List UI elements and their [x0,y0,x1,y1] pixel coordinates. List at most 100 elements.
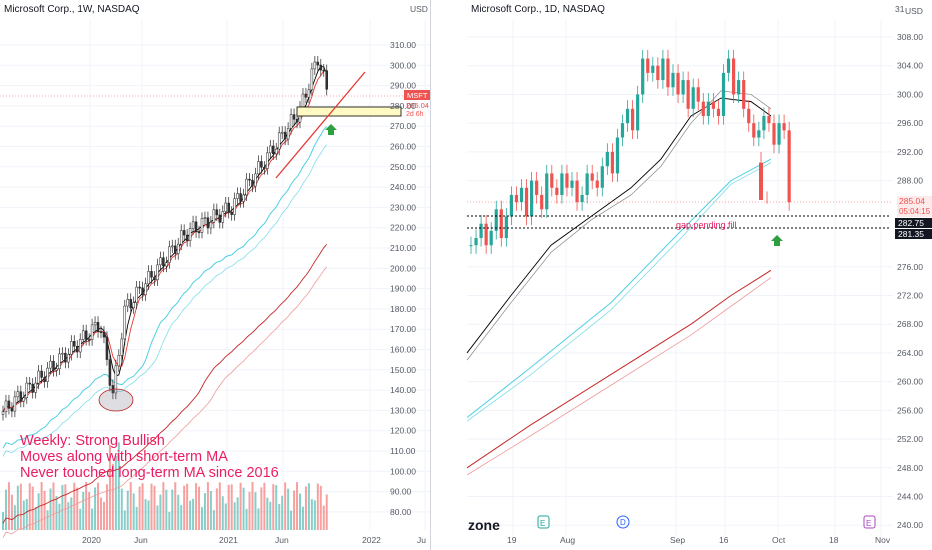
weekly-volume-bar [43,490,46,530]
weekly-volume-bar [254,492,257,530]
daily-candle-body [726,58,731,73]
weekly-volume-bar [162,482,165,530]
weekly-candles [1,55,328,421]
weekly-volume-bar [304,486,307,530]
weekly-volume-bar [52,482,55,530]
daily-candle-body [530,180,534,217]
weekly-volume-bar [28,483,31,530]
weekly-volume-bar [138,486,141,530]
daily-level-lower-tag: 281.35 [898,229,924,239]
daily-candle-body [625,108,630,124]
weekly-candle-body [322,69,326,72]
weekly-volume-bar [301,506,304,530]
weekly-candle-body [141,287,144,296]
daily-candle-body [742,80,746,109]
daily-candle-body [641,58,645,95]
weekly-candle-body [19,391,23,402]
weekly-candle-body [233,198,236,215]
weekly-candle-body [7,400,11,409]
weekly-volume-bar [284,482,287,530]
weekly-candle-body [4,400,8,412]
weekly-volume-bar [150,483,153,530]
weekly-volume-bar [242,487,245,530]
daily-events[interactable]: E D E [537,515,876,529]
weekly-candle-body [159,257,162,266]
weekly-y-tick: 200.00 [390,263,416,273]
weekly-volume-bar [31,486,34,530]
weekly-candle-body [206,217,210,229]
weekly-volume-bar [248,491,251,530]
weekly-candle-body [73,341,76,347]
weekly-candle-body [286,128,290,140]
daily-candle-body [762,115,766,131]
weekly-candle-body [277,132,281,150]
weekly-volume-bar [319,485,322,530]
weekly-candle-body [138,286,141,289]
weekly-volume-bar [198,486,201,530]
weekly-volume-bar [278,503,281,530]
weekly-volume-bar [102,502,105,530]
weekly-candle-body [176,243,180,254]
weekly-volume-bar [16,485,19,530]
weekly-volume-bar [79,508,82,530]
daily-candle-body [686,80,690,109]
daily-x-tick: 18 [829,535,839,545]
daily-y-tick: 248.00 [897,463,923,473]
weekly-candle-body [40,370,43,378]
weekly-note-1: Weekly: Strong Bullish [20,433,165,449]
weekly-chart-pane[interactable]: Microsoft Corp., 1W, NASDAQ 310.00 300.00… [0,0,430,550]
weekly-volume-bar [218,482,221,530]
weekly-y-tick: 80.00 [390,507,412,517]
weekly-volume-bar [239,482,242,530]
event-earnings-1: E [540,519,545,528]
weekly-volume-bar [114,455,117,530]
daily-y-tick: 304.00 [897,61,923,71]
daily-candle-body [671,72,675,88]
weekly-candle-body [55,368,58,371]
weekly-note-3: Never touched long-term MA since 2016 [20,465,279,481]
daily-candle-body [570,180,574,188]
daily-y-tick: 292.00 [897,147,923,157]
weekly-candle-body [316,61,320,66]
daily-candle-body [681,80,685,95]
weekly-volume-bar [266,497,269,530]
weekly-candle-body [242,194,245,202]
weekly-candle-body [117,355,121,367]
daily-chart-pane[interactable]: gap pending fill Microsoft Corp., 1D, NA… [431,0,932,550]
weekly-volume-bar [70,497,73,530]
daily-candle-body [575,180,579,203]
weekly-candle-body [295,118,299,123]
weekly-volume-bar [123,510,126,530]
weekly-volume-bar [120,488,123,530]
weekly-volume-bar [25,498,28,530]
weekly-candle-body [266,152,269,169]
weekly-y-tick: 170.00 [390,324,416,334]
weekly-volume-bar [299,493,301,530]
daily-x-tick: Oct [772,535,786,545]
weekly-chart[interactable]: Microsoft Corp., 1W, NASDAQ 310.00 300.00… [0,0,430,550]
weekly-volume-bar [215,488,218,530]
weekly-candle-body [230,212,233,215]
daily-chart[interactable]: gap pending fill Microsoft Corp., 1D, NA… [431,0,932,550]
pane-divider[interactable] [430,0,431,550]
weekly-candle-body [16,391,20,398]
weekly-volume-bar [46,510,49,530]
daily-x-tick: Sep [670,535,685,545]
weekly-volume-bar [49,488,52,530]
weekly-volume-bar [290,510,293,530]
weekly-y-tick: 150.00 [390,365,416,375]
weekly-volume-bar [147,500,150,530]
weekly-volume-bar [281,495,284,530]
weekly-candle-body [147,271,150,285]
weekly-volume-bar [88,492,91,530]
weekly-candle-body [84,330,88,340]
weekly-volume-bar [10,494,13,530]
daily-candle-body [651,65,655,73]
weekly-volume-bar [316,483,319,530]
daily-candle-body [711,101,715,109]
weekly-countdown: 2d 6h [406,111,424,118]
weekly-candle-body [194,221,198,233]
weekly-candle-body [67,354,70,363]
daily-y-tick: 260.00 [897,377,923,387]
daily-ma-teal-light [466,162,772,422]
